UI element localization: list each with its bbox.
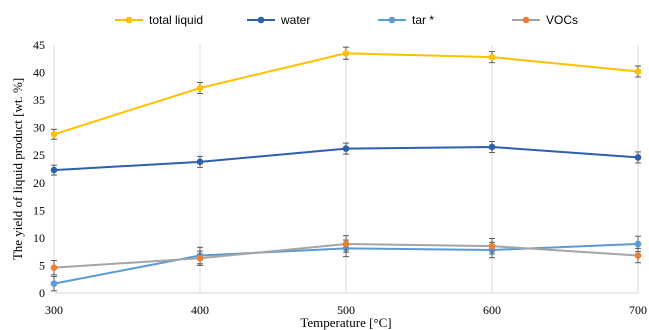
y-tick-label: 20 [33, 176, 45, 190]
data-point [50, 166, 58, 174]
data-point [342, 240, 350, 248]
legend-item: total liquid [115, 13, 203, 27]
y-tick-label: 5 [39, 258, 45, 272]
data-point [342, 49, 350, 57]
series-water [50, 140, 642, 176]
legend-marker [125, 16, 133, 24]
series-total-liquid [50, 46, 642, 140]
data-point [634, 240, 642, 248]
y-tick-label: 35 [33, 93, 45, 107]
data-point [634, 252, 642, 259]
series-layer [50, 46, 642, 292]
data-point [196, 84, 204, 92]
legend-label: total liquid [149, 13, 203, 27]
legend-item: tar * [378, 13, 434, 27]
legend-marker [257, 16, 265, 24]
data-point [50, 264, 58, 271]
x-tick-label: 300 [45, 303, 63, 317]
y-tick-label: 45 [33, 38, 45, 52]
y-tick-label: 25 [33, 148, 45, 162]
legend: total liquid water tar * VOCs [115, 13, 578, 27]
data-point [488, 143, 496, 151]
x-tick-label: 600 [483, 303, 501, 317]
y-axis-title: The yield of liquid product [wt. %] [10, 78, 25, 260]
tick-labels: 0 5 10 15 20 25 30 35 40 45 300 400 500 600 700 [33, 38, 647, 317]
y-tick-label: 10 [33, 231, 45, 245]
legend-item: VOCs [512, 13, 578, 27]
x-tick-label: 700 [629, 303, 647, 317]
x-tick-label: 400 [191, 303, 209, 317]
data-point [488, 53, 496, 61]
legend-label: VOCs [546, 13, 578, 27]
data-point [634, 68, 642, 75]
y-tick-label: 0 [39, 286, 45, 300]
legend-marker [388, 16, 396, 24]
x-tick-label: 500 [337, 303, 355, 317]
legend-marker [522, 16, 530, 24]
x-axis-title: Temperature [°C] [300, 315, 391, 330]
data-point [50, 130, 58, 138]
legend-label: tar * [412, 13, 434, 27]
data-point [196, 158, 204, 166]
data-point [634, 154, 642, 161]
data-point [488, 242, 496, 250]
legend-label: water [280, 13, 310, 27]
series-vocs [50, 235, 642, 276]
y-tick-label: 15 [33, 203, 45, 217]
data-point [342, 145, 350, 152]
grid [199, 45, 639, 293]
data-point [50, 280, 58, 287]
legend-item: water [247, 13, 310, 27]
y-tick-label: 40 [33, 66, 45, 80]
data-point [196, 254, 204, 262]
y-tick-label: 30 [33, 121, 45, 135]
